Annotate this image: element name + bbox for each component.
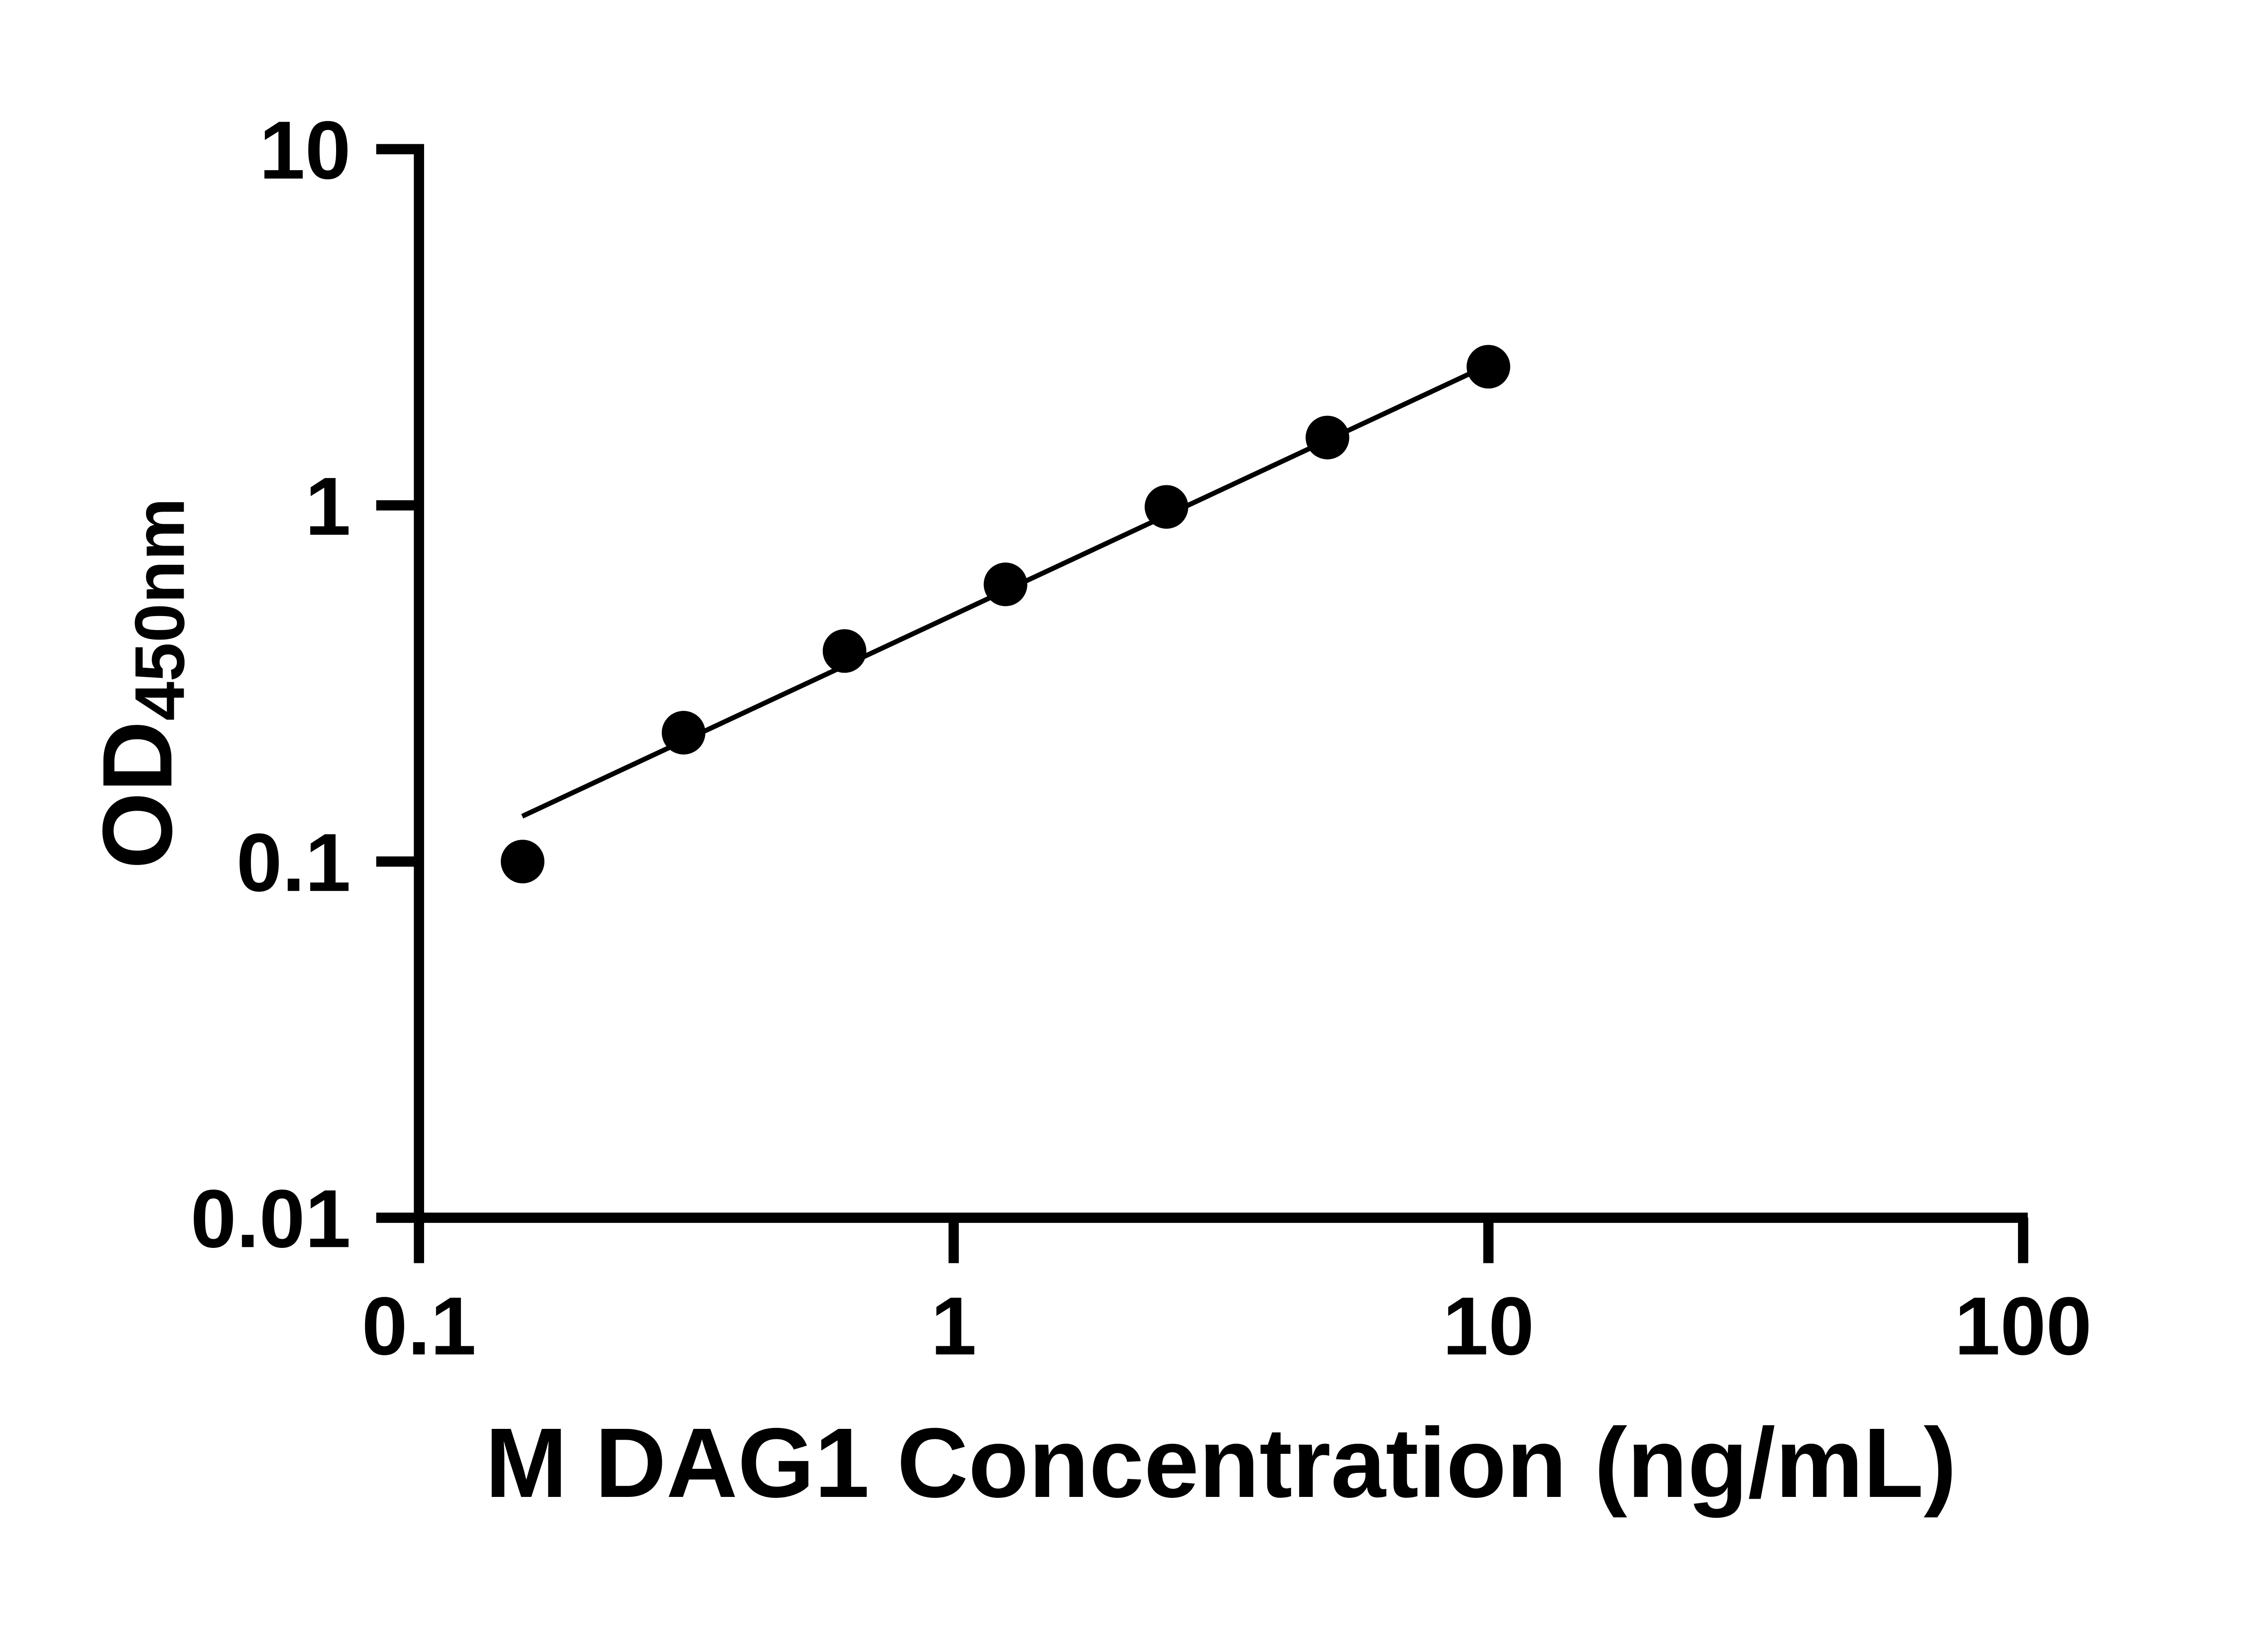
y-tick-label: 0.1 (236, 817, 351, 909)
x-tick-label: 10 (1442, 1281, 1534, 1372)
data-point (661, 711, 706, 755)
axes (414, 144, 2028, 1223)
y-tick-label: 0.01 (191, 1173, 351, 1265)
x-axis-title: M DAG1 Concentration (ng/mL) (485, 1408, 1956, 1518)
y-axis-title-main: OD (83, 721, 193, 869)
y-tick-label: 1 (305, 461, 351, 552)
x-tick-label: 100 (1955, 1281, 2092, 1372)
data-point (1144, 485, 1188, 529)
y-axis-title-subscript: 450nm (120, 498, 199, 721)
data-point (501, 840, 545, 884)
y-tick-label: 10 (259, 105, 351, 196)
y-axis-title: OD450nm (83, 498, 199, 869)
data-point (983, 562, 1027, 606)
data-point (1305, 416, 1349, 460)
x-tick-label: 0.1 (362, 1281, 476, 1372)
axis-ticks (376, 144, 2028, 1263)
plot-series (501, 345, 1510, 884)
x-tick-label: 1 (931, 1281, 977, 1372)
data-point (822, 629, 866, 673)
data-point (1466, 345, 1510, 389)
